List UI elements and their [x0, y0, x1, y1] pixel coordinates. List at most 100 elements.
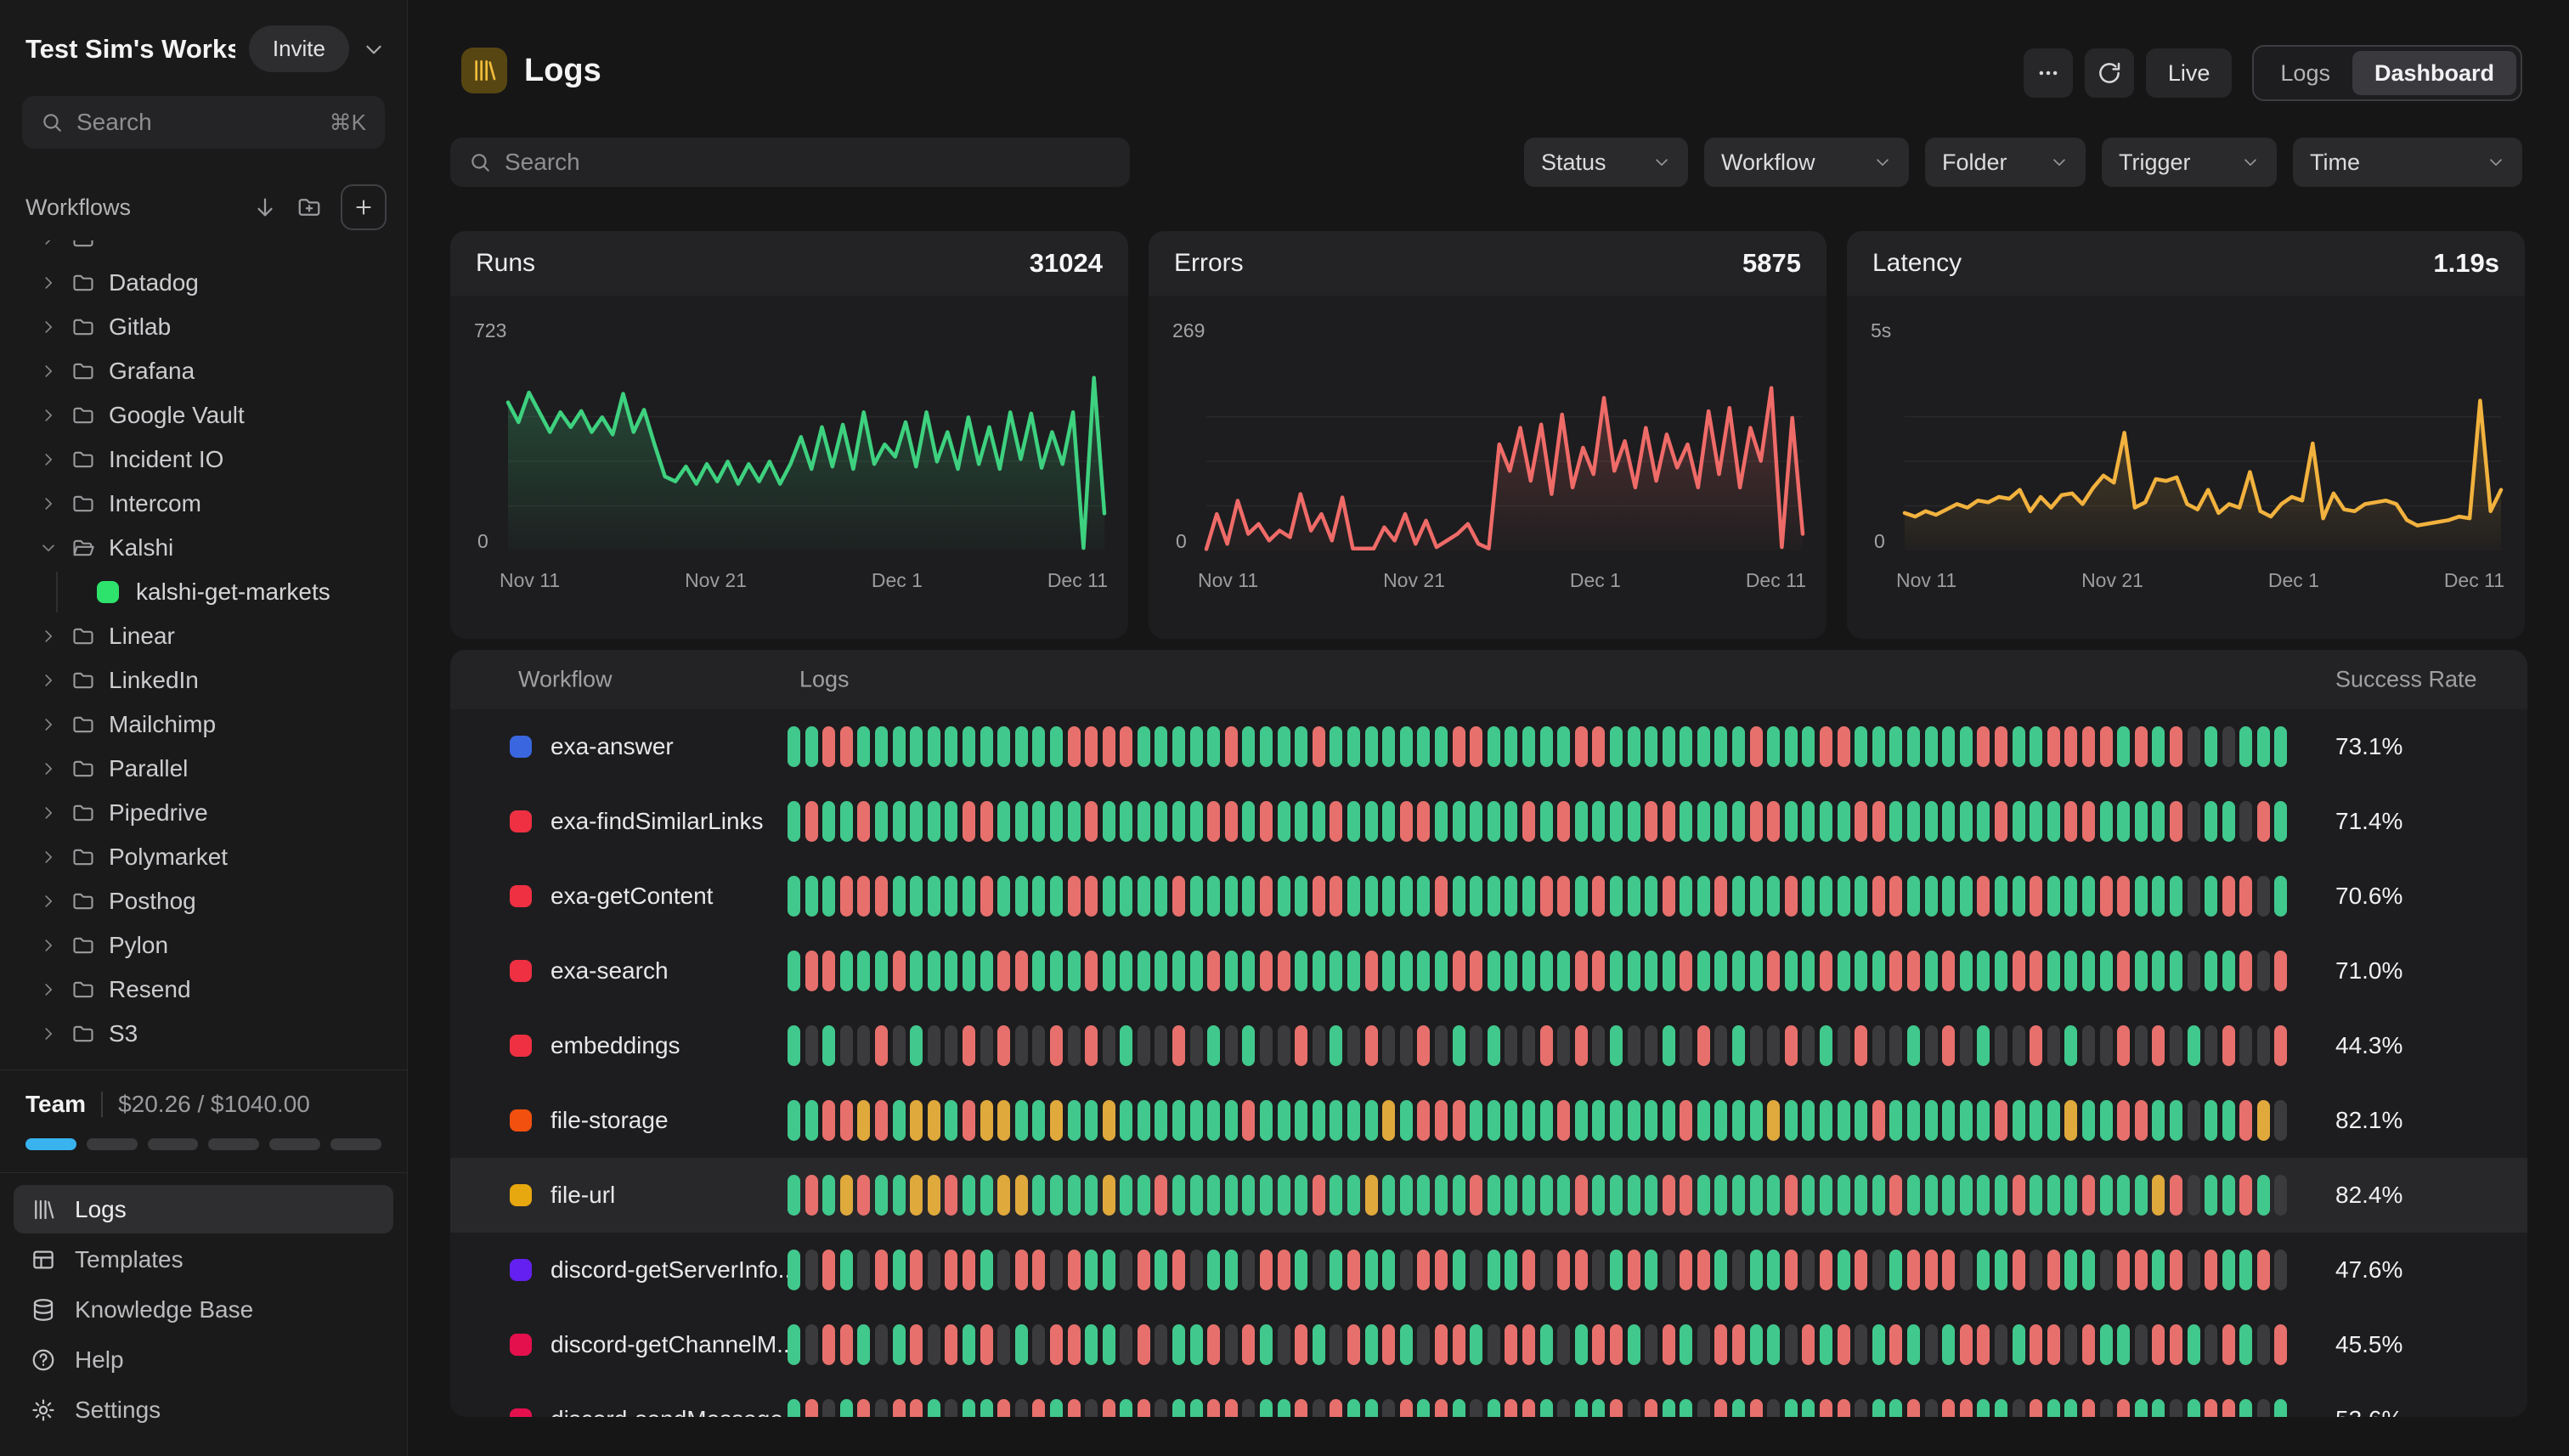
log-pill[interactable]: [945, 1100, 958, 1141]
log-pill[interactable]: [2169, 1025, 2182, 1066]
log-pill[interactable]: [1067, 876, 1081, 917]
log-pill[interactable]: [874, 1324, 888, 1365]
log-pill[interactable]: [1242, 876, 1256, 917]
log-pill[interactable]: [1784, 1324, 1798, 1365]
log-pill[interactable]: [805, 801, 818, 842]
log-pill[interactable]: [1749, 951, 1763, 991]
log-pill[interactable]: [1522, 801, 1535, 842]
log-pill[interactable]: [1330, 1324, 1343, 1365]
log-pill[interactable]: [1207, 1250, 1221, 1290]
log-pill[interactable]: [1697, 1324, 1710, 1365]
log-pill[interactable]: [2274, 801, 2288, 842]
log-pill[interactable]: [1557, 951, 1571, 991]
log-pill[interactable]: [2117, 951, 2131, 991]
log-pill[interactable]: [1802, 726, 1815, 767]
log-pill[interactable]: [2256, 951, 2270, 991]
log-pill[interactable]: [1889, 1100, 1903, 1141]
log-pill[interactable]: [2187, 1100, 2200, 1141]
log-pill[interactable]: [2047, 801, 2060, 842]
log-pill[interactable]: [1452, 1025, 1465, 1066]
log-pill[interactable]: [1260, 801, 1273, 842]
log-pill[interactable]: [2047, 1324, 2060, 1365]
log-pill[interactable]: [1977, 726, 1990, 767]
log-pill[interactable]: [1382, 1324, 1396, 1365]
log-pill[interactable]: [1837, 1399, 1850, 1417]
log-pill[interactable]: [1207, 1100, 1221, 1141]
log-pill[interactable]: [1522, 1399, 1535, 1417]
log-pill[interactable]: [1155, 801, 1168, 842]
log-pill[interactable]: [2117, 1100, 2131, 1141]
log-pill[interactable]: [1295, 1250, 1308, 1290]
log-pill[interactable]: [2205, 1250, 2218, 1290]
log-pill[interactable]: [1417, 801, 1431, 842]
log-pill[interactable]: [1049, 1250, 1063, 1290]
log-pill[interactable]: [1102, 1250, 1115, 1290]
log-pill[interactable]: [892, 1324, 906, 1365]
log-pill[interactable]: [2152, 1175, 2165, 1216]
log-pill[interactable]: [1907, 1324, 1920, 1365]
log-pill[interactable]: [1364, 1025, 1378, 1066]
log-pill[interactable]: [2152, 801, 2165, 842]
log-pill[interactable]: [1312, 1025, 1325, 1066]
log-pill[interactable]: [1399, 1175, 1413, 1216]
log-pill[interactable]: [1207, 726, 1221, 767]
log-pill[interactable]: [2239, 1025, 2253, 1066]
log-pill[interactable]: [1470, 1250, 1483, 1290]
log-pill[interactable]: [2099, 1399, 2113, 1417]
log-pill[interactable]: [1085, 1025, 1098, 1066]
log-pill[interactable]: [945, 1175, 958, 1216]
sidebar-item-help[interactable]: Help: [14, 1335, 393, 1384]
log-pill[interactable]: [1417, 726, 1431, 767]
log-pill[interactable]: [1977, 1250, 1990, 1290]
log-pill[interactable]: [1434, 951, 1448, 991]
log-pill[interactable]: [2134, 801, 2148, 842]
log-pill[interactable]: [1609, 1250, 1623, 1290]
log-pill[interactable]: [1539, 1175, 1553, 1216]
log-pill[interactable]: [1470, 1025, 1483, 1066]
sidebar-folder-kalshi[interactable]: Kalshi: [15, 526, 392, 570]
sidebar-folder-grafana[interactable]: Grafana: [15, 349, 392, 393]
log-pill[interactable]: [1837, 726, 1850, 767]
log-pill[interactable]: [2081, 1175, 2095, 1216]
log-pill[interactable]: [874, 1025, 888, 1066]
table-row-exa-getcontent[interactable]: exa-getContent 70.6%: [450, 859, 2527, 934]
log-pill[interactable]: [1189, 1175, 1203, 1216]
log-pill[interactable]: [1627, 1025, 1640, 1066]
log-pill[interactable]: [1732, 1250, 1746, 1290]
log-pill[interactable]: [1260, 1175, 1273, 1216]
log-pill[interactable]: [1434, 726, 1448, 767]
log-pill[interactable]: [1347, 801, 1360, 842]
log-pill[interactable]: [2274, 726, 2288, 767]
log-pill[interactable]: [1137, 726, 1150, 767]
log-pill[interactable]: [980, 1250, 993, 1290]
log-pill[interactable]: [1994, 1399, 2007, 1417]
log-pill[interactable]: [1207, 876, 1221, 917]
log-pill[interactable]: [1784, 1399, 1798, 1417]
log-pill[interactable]: [2134, 1100, 2148, 1141]
log-pill[interactable]: [1994, 1100, 2007, 1141]
log-pill[interactable]: [1470, 876, 1483, 917]
log-pill[interactable]: [1032, 801, 1046, 842]
log-pill[interactable]: [2012, 1399, 2025, 1417]
log-pill[interactable]: [1085, 951, 1098, 991]
log-pill[interactable]: [1330, 1175, 1343, 1216]
log-pill[interactable]: [1820, 1399, 1833, 1417]
log-pill[interactable]: [1014, 876, 1028, 917]
log-pill[interactable]: [1924, 726, 1938, 767]
log-pill[interactable]: [1382, 1100, 1396, 1141]
log-pill[interactable]: [839, 1175, 853, 1216]
log-pill[interactable]: [1399, 1324, 1413, 1365]
log-pill[interactable]: [1137, 1175, 1150, 1216]
log-pill[interactable]: [1330, 801, 1343, 842]
log-pill[interactable]: [1382, 1175, 1396, 1216]
log-pill[interactable]: [910, 1100, 923, 1141]
log-pill[interactable]: [2012, 1324, 2025, 1365]
log-pill[interactable]: [2064, 1025, 2078, 1066]
log-pill[interactable]: [857, 801, 871, 842]
log-pill[interactable]: [1347, 1399, 1360, 1417]
log-pill[interactable]: [1855, 951, 1868, 991]
log-pill[interactable]: [1049, 726, 1063, 767]
log-pill[interactable]: [1032, 1324, 1046, 1365]
log-pill[interactable]: [857, 1250, 871, 1290]
log-pill[interactable]: [962, 1399, 975, 1417]
